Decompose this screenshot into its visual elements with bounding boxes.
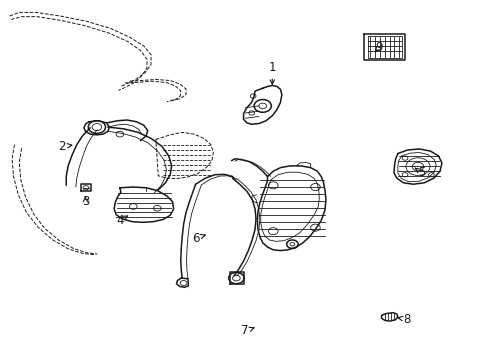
- Text: 7: 7: [240, 324, 254, 337]
- Text: 2: 2: [58, 140, 72, 153]
- Text: 3: 3: [81, 195, 89, 208]
- Text: 6: 6: [191, 232, 205, 245]
- Text: 4: 4: [116, 214, 127, 227]
- Text: 1: 1: [268, 60, 276, 84]
- Text: 9: 9: [374, 41, 382, 54]
- Text: 5: 5: [414, 166, 425, 179]
- Text: 8: 8: [397, 313, 410, 326]
